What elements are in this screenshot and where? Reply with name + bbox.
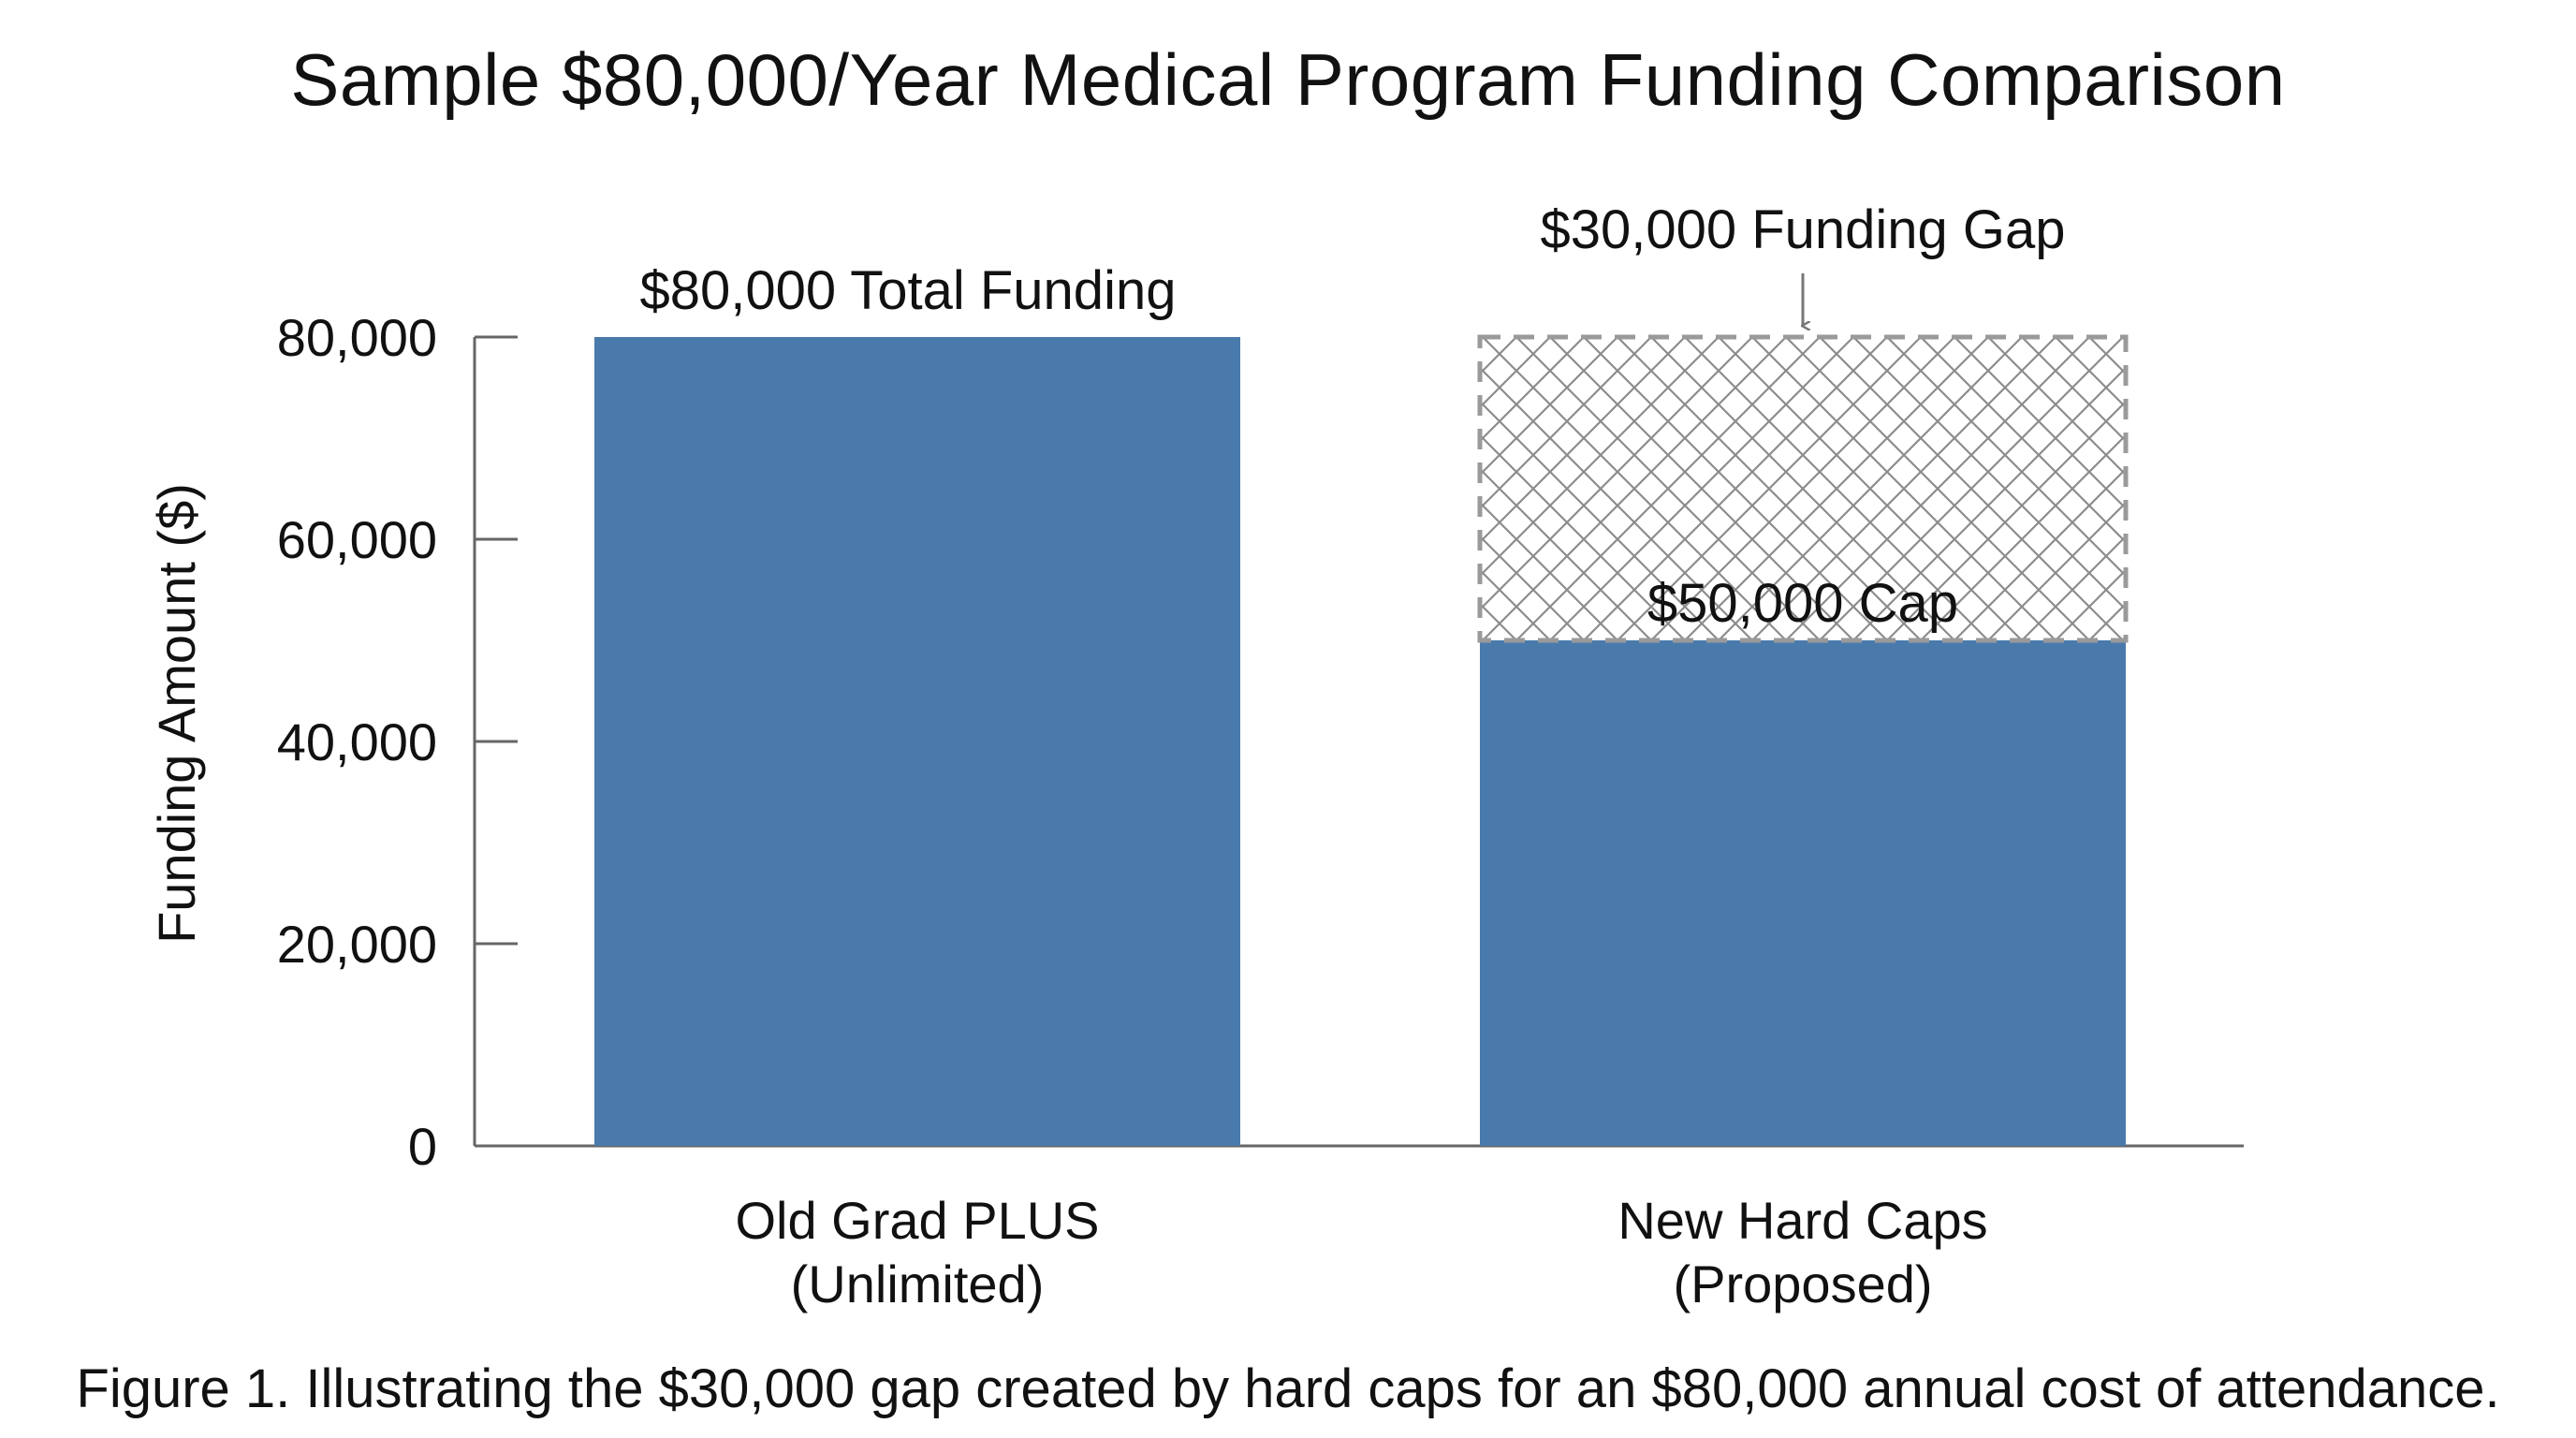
funding-gap-bar	[1477, 334, 2129, 643]
y-tick-label: 0	[408, 1117, 437, 1176]
bars	[594, 334, 2129, 1146]
x-category-label-line: New Hard Caps	[1617, 1191, 1987, 1250]
data-labels: $80,000 Total Funding $50,000 Cap $30,000 …	[640, 199, 2066, 634]
y-tick-label: 80,000	[277, 308, 437, 367]
data-label-old: $80,000 Total Funding	[640, 260, 1177, 321]
bar-2	[1480, 640, 2126, 1146]
y-tick-label: 40,000	[277, 712, 437, 771]
x-axis: Old Grad PLUS (Unlimited) New Hard Caps (Pr…	[475, 1144, 2244, 1313]
bar-1	[594, 337, 1240, 1146]
y-tick-label: 60,000	[277, 510, 437, 569]
y-axis: 0 20,000 40,000 60,000 80,000	[277, 308, 518, 1176]
y-tick-label: 20,000	[277, 915, 437, 974]
x-category-label-line: (Proposed)	[1673, 1255, 1932, 1313]
y-axis-label: Funding Amount ($)	[147, 483, 206, 944]
x-category-label: Old Grad PLUS (Unlimited)	[735, 1191, 1099, 1313]
x-category-label-line: Old Grad PLUS	[735, 1191, 1099, 1250]
x-category-label: New Hard Caps (Proposed)	[1617, 1191, 1987, 1313]
x-category-label-line: (Unlimited)	[791, 1255, 1045, 1313]
chart-title: Sample $80,000/Year Medical Program Fund…	[290, 38, 2286, 121]
figure-caption: Figure 1. Illustrating the $30,000 gap c…	[76, 1358, 2500, 1419]
funding-gap-annotation: $30,000 Funding Gap	[1540, 199, 2065, 260]
data-label-cap: $50,000 Cap	[1647, 573, 1958, 634]
